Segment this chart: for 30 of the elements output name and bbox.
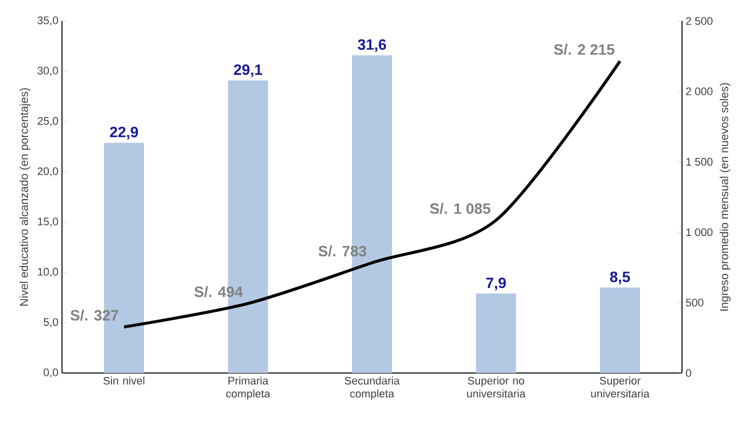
data-label: S/. 2 215 bbox=[554, 44, 614, 55]
bar bbox=[600, 288, 640, 373]
data-label: 7,9 bbox=[486, 278, 506, 290]
x-tick-label: Secundaria completa bbox=[344, 376, 400, 400]
y-axis-title: Nivel educativo alcanzado (en porcentajes) bbox=[20, 88, 30, 306]
y2-tick-label: 1 500 bbox=[686, 158, 712, 166]
y2-tick-label: 1 000 bbox=[686, 228, 712, 236]
y2-tick-label: 2 000 bbox=[686, 88, 712, 96]
data-label: 22,9 bbox=[110, 126, 138, 140]
y2-tick-label: 0 bbox=[686, 369, 692, 377]
data-label: 29,1 bbox=[234, 64, 262, 78]
y-tick-label: 25,0 bbox=[38, 117, 58, 126]
data-label: 31,6 bbox=[358, 39, 386, 52]
x-tick-label: Sin nivel bbox=[103, 376, 144, 385]
y2-axis-title: Ingreso promedio mensual (en nuevos soles) bbox=[720, 83, 730, 311]
y-tick-label: 15,0 bbox=[38, 218, 58, 227]
y-tick-label: 5,0 bbox=[44, 318, 58, 328]
y-tick-label: 10,0 bbox=[38, 268, 58, 277]
x-tick-label: Superior universitaria bbox=[591, 376, 650, 398]
y2-tick-label: 2 500 bbox=[686, 17, 712, 25]
y-tick-label: 20,0 bbox=[38, 167, 58, 176]
data-label: 8,5 bbox=[610, 272, 630, 284]
data-label: S/. 1 085 bbox=[430, 202, 490, 214]
y-tick-label: 0,0 bbox=[44, 368, 58, 378]
bar bbox=[476, 294, 516, 373]
y-tick-label: 30,0 bbox=[38, 66, 58, 76]
y-tick-label: 35,0 bbox=[38, 16, 58, 26]
x-tick-label: Primaria completa bbox=[226, 376, 270, 400]
y2-tick-label: 500 bbox=[686, 298, 704, 306]
x-tick-label: Superior no universitaria bbox=[467, 376, 526, 398]
